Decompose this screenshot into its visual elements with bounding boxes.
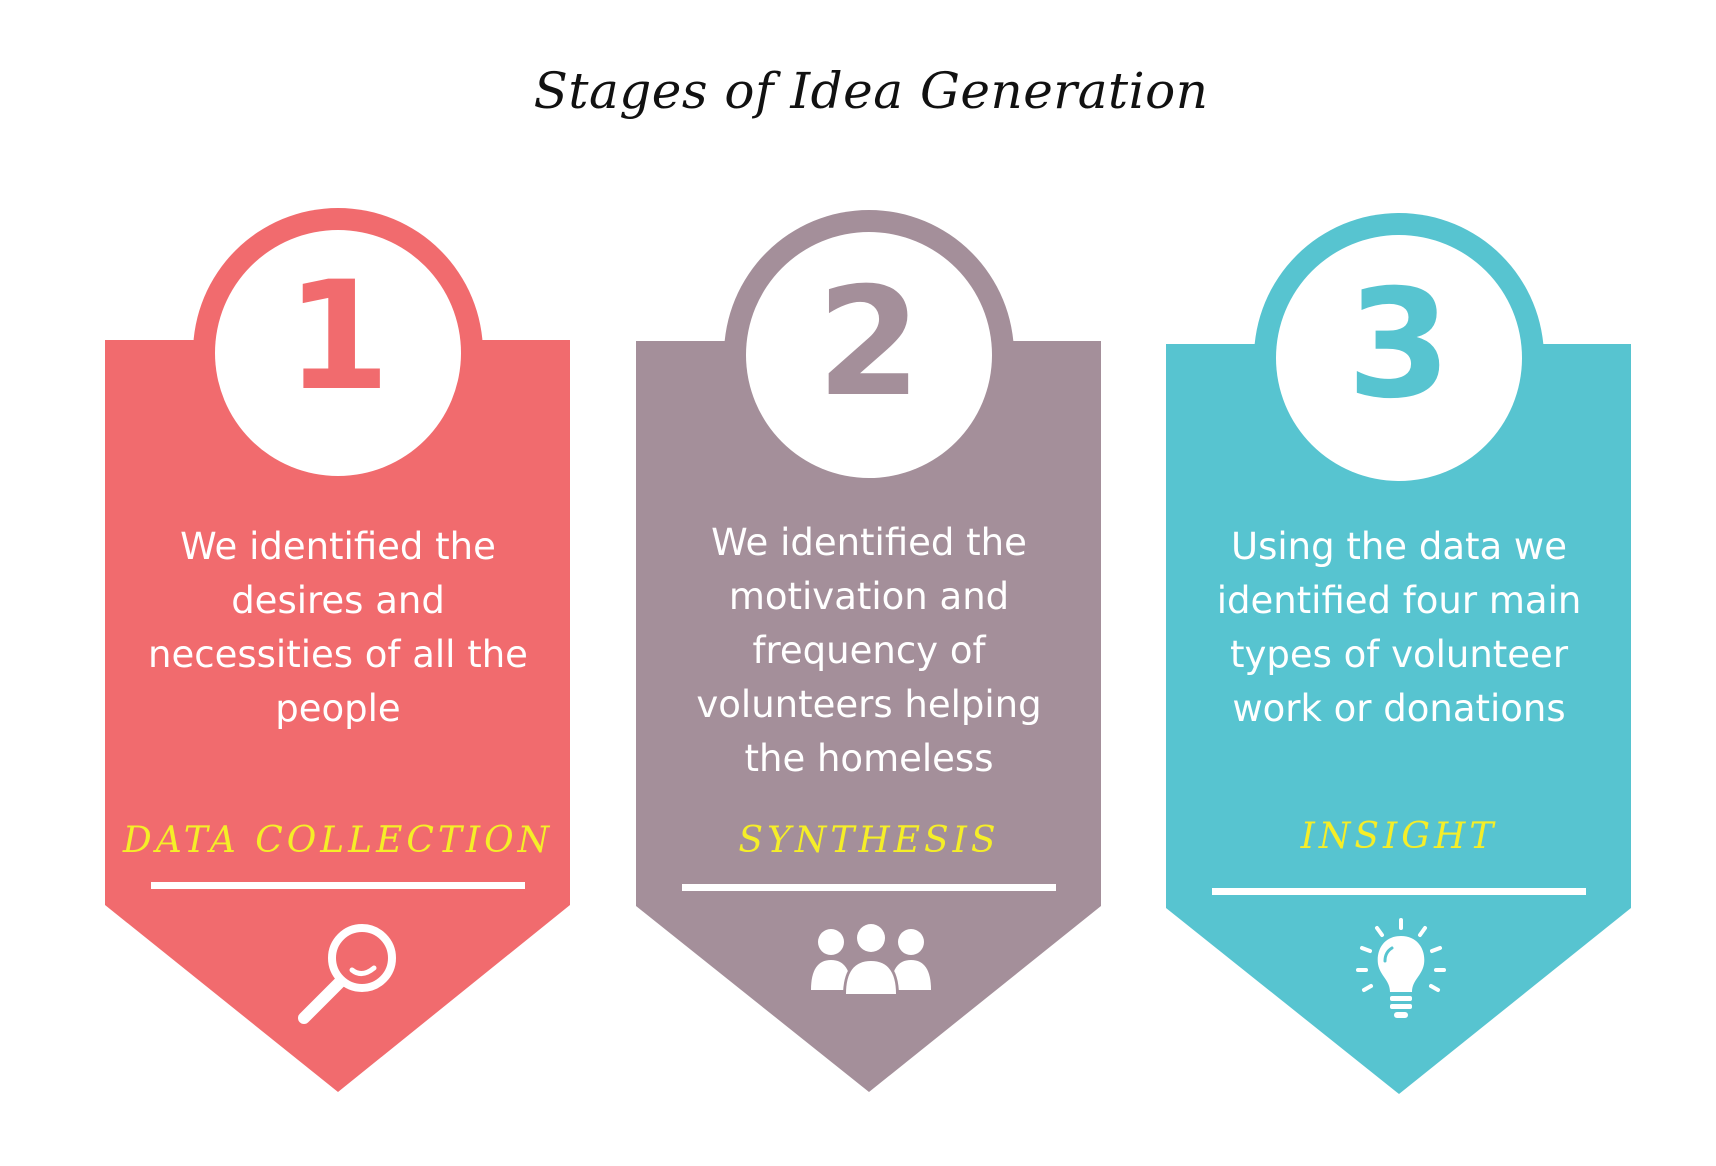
stage-description: We identified the motivation and frequen… [696, 521, 1042, 780]
stage-card-1: 1 We identified the desires and necessit… [105, 0, 575, 1166]
stage-description: We identified the desires and necessitie… [148, 525, 528, 730]
stage-banner-shape [105, 208, 570, 1092]
stage-number: 1 [285, 250, 391, 424]
stage-banner-shape [636, 210, 1101, 1092]
stage-divider [1212, 888, 1586, 895]
stage-card-3: 3 Using the data we identified four main… [1166, 0, 1636, 1166]
stage-banner-shape [1166, 213, 1631, 1094]
stage-label: Data collection [122, 820, 554, 861]
lightbulb-icon [1356, 918, 1446, 1018]
stage-divider [151, 882, 525, 889]
stage-label: Insight [1300, 816, 1498, 857]
stage-description: Using the data we identified four main t… [1216, 525, 1582, 730]
page-title: Stages of Idea Generation [533, 62, 1209, 120]
stage-number: 3 [1346, 258, 1452, 432]
magnifier-icon [298, 924, 396, 1024]
stage-divider [682, 884, 1056, 891]
stage-card-2: 2 We identified the motivation and frequ… [636, 0, 1106, 1166]
people-icon [811, 922, 931, 996]
stage-label: Synthesis [738, 820, 1000, 861]
stage-number: 2 [816, 256, 922, 430]
